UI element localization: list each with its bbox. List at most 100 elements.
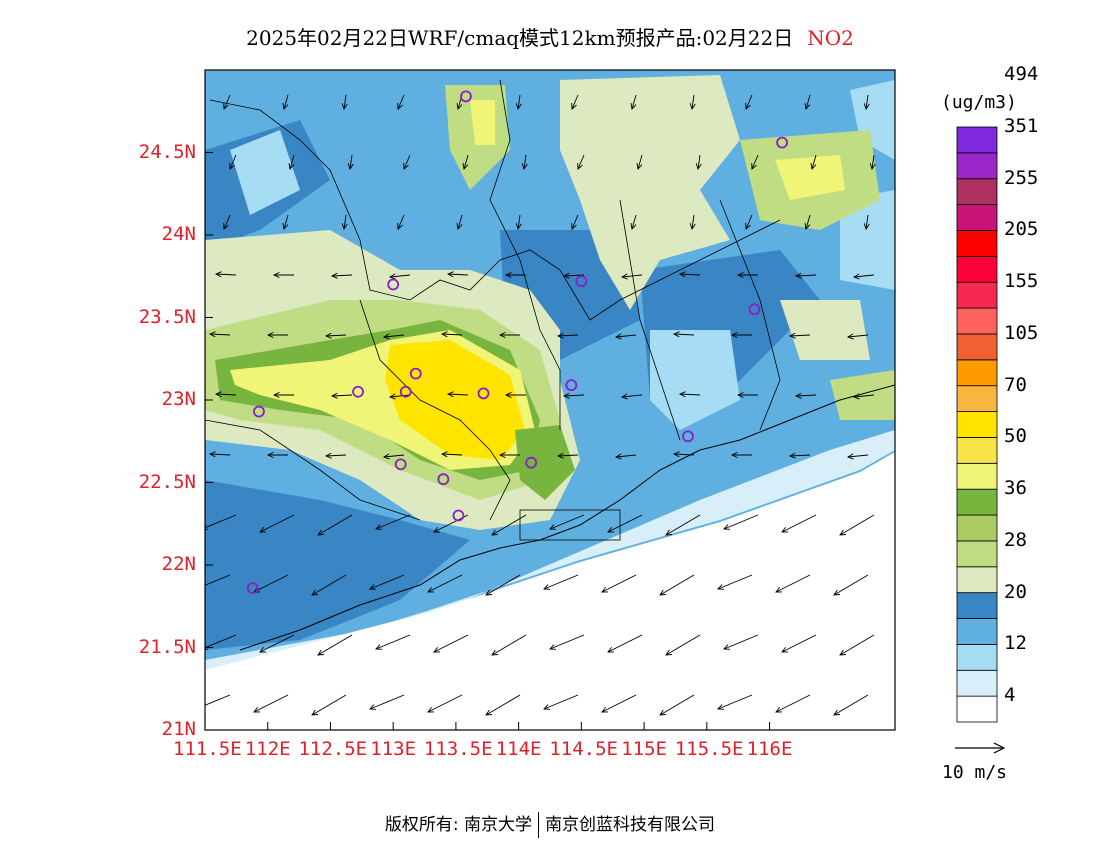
wind-arrow — [543, 574, 579, 590]
y-tick-label: 23N — [161, 388, 196, 410]
wind-arrow — [631, 214, 637, 230]
wind-arrow — [839, 634, 875, 656]
station-marker — [253, 405, 265, 418]
wind-arrow — [637, 154, 643, 170]
wind-arrow — [229, 154, 237, 170]
wind-arrow-head — [205, 644, 209, 650]
wind-arrow-head — [781, 526, 789, 533]
admin-boundary — [359, 299, 511, 521]
wind-arrow-head — [266, 331, 274, 339]
wind-arrow — [833, 694, 869, 716]
wind-arrow-head — [689, 223, 696, 231]
wind-arrow — [311, 694, 347, 716]
wind-arrow-head — [382, 333, 390, 340]
wind-arrow-head — [427, 586, 435, 593]
wind-arrow — [205, 634, 237, 649]
wind-arrow-head — [369, 584, 377, 590]
wind-arrow — [205, 574, 231, 586]
wind-arrow-head — [562, 392, 570, 399]
wind-arrow-head — [433, 646, 441, 653]
wind-arrow-head — [672, 451, 680, 458]
wind-arrow — [375, 634, 411, 650]
station-marker — [748, 303, 761, 316]
wind-arrow-head — [272, 271, 280, 279]
wind-arrow-head — [253, 706, 261, 713]
wind-arrow — [331, 274, 353, 277]
footer-right: 南京创蓝科技有限公司 — [545, 815, 716, 835]
wind-arrow — [679, 273, 701, 276]
wind-arrow-head — [601, 706, 609, 713]
colorbar-label: 105 — [1004, 321, 1039, 344]
wind-arrow-head — [607, 526, 615, 533]
wind-arrow — [571, 94, 579, 110]
field-band — [560, 75, 740, 310]
wind-arrow-head — [689, 103, 696, 111]
wind-arrow — [517, 214, 521, 230]
wind-arrow-head — [324, 452, 332, 459]
station-marker — [437, 473, 450, 486]
y-tick-label: 22.5N — [138, 470, 196, 493]
y-tick-label: 21.5N — [138, 635, 196, 658]
wind-arrow-head — [229, 162, 235, 170]
chart-title: 2025年02月22日WRF/cmaq模式12km预报产品:02月22日 NO2 — [0, 22, 1100, 51]
wind-arrow — [871, 154, 875, 170]
wind-arrow-head — [751, 162, 757, 170]
colorbar-swatch — [956, 126, 998, 154]
x-tick-label: 113.5E — [423, 738, 493, 760]
wind-arrow — [485, 694, 521, 716]
colorbar-swatch — [956, 540, 998, 568]
wind-arrow-head — [678, 391, 686, 398]
wind-arrow-head — [833, 589, 841, 596]
x-tick-label: 112E — [244, 738, 291, 760]
wind-arrow-head — [846, 333, 854, 340]
wind-arrow — [697, 154, 701, 170]
wind-arrow-head — [863, 103, 870, 111]
wind-arrow-head — [736, 271, 744, 279]
station-marker — [394, 458, 407, 471]
wind-arrow — [517, 94, 521, 110]
wind-arrow — [215, 273, 237, 276]
wind-arrow-head — [491, 529, 499, 536]
wind-arrow-head — [659, 589, 667, 596]
colorbar-swatch — [956, 643, 998, 671]
wind-arrow — [317, 514, 353, 536]
colorbar-swatch — [956, 488, 998, 516]
wind-arrow-head — [775, 586, 783, 593]
wind-arrow — [717, 694, 753, 710]
colorbar-label: 4 — [1004, 684, 1016, 707]
admin-boundary — [209, 99, 781, 321]
wind-arrow — [317, 634, 353, 656]
station-marker — [565, 379, 578, 392]
wind-arrow — [457, 214, 463, 230]
wind-arrow — [375, 514, 411, 530]
wind-arrow-head — [504, 271, 512, 279]
wind-arrow — [665, 514, 701, 536]
colorbar-swatch — [956, 204, 998, 231]
colorbar-swatch — [956, 514, 998, 542]
wind-arrow-head — [543, 704, 551, 710]
field-band — [650, 330, 740, 430]
wind-arrow — [383, 334, 405, 338]
colorbar-label: 36 — [1004, 477, 1027, 500]
wind-arrow-head — [869, 163, 876, 171]
station-marker — [575, 275, 588, 288]
wind-arrow-head — [839, 649, 847, 656]
wind-arrow — [289, 154, 295, 170]
wind-arrow-head — [549, 644, 557, 650]
wind-arrow-head — [196, 585, 202, 590]
y-tick-label: 23.5N — [138, 305, 196, 328]
wind-arrow — [223, 214, 231, 230]
wind-arrow-head — [456, 223, 463, 230]
wind-arrow — [615, 334, 637, 338]
colorbar-label: 351 — [1004, 115, 1039, 137]
wind-arrow-head — [223, 222, 229, 230]
wind-arrow — [847, 334, 869, 338]
wind-arrow — [205, 514, 237, 529]
wind-arrow-head — [515, 103, 522, 111]
wind-arrow — [563, 274, 585, 277]
wind-arrow — [795, 394, 817, 397]
wind-arrow — [853, 394, 875, 398]
wind-arrow-head — [788, 332, 796, 339]
wind-arrow-head — [282, 103, 289, 110]
